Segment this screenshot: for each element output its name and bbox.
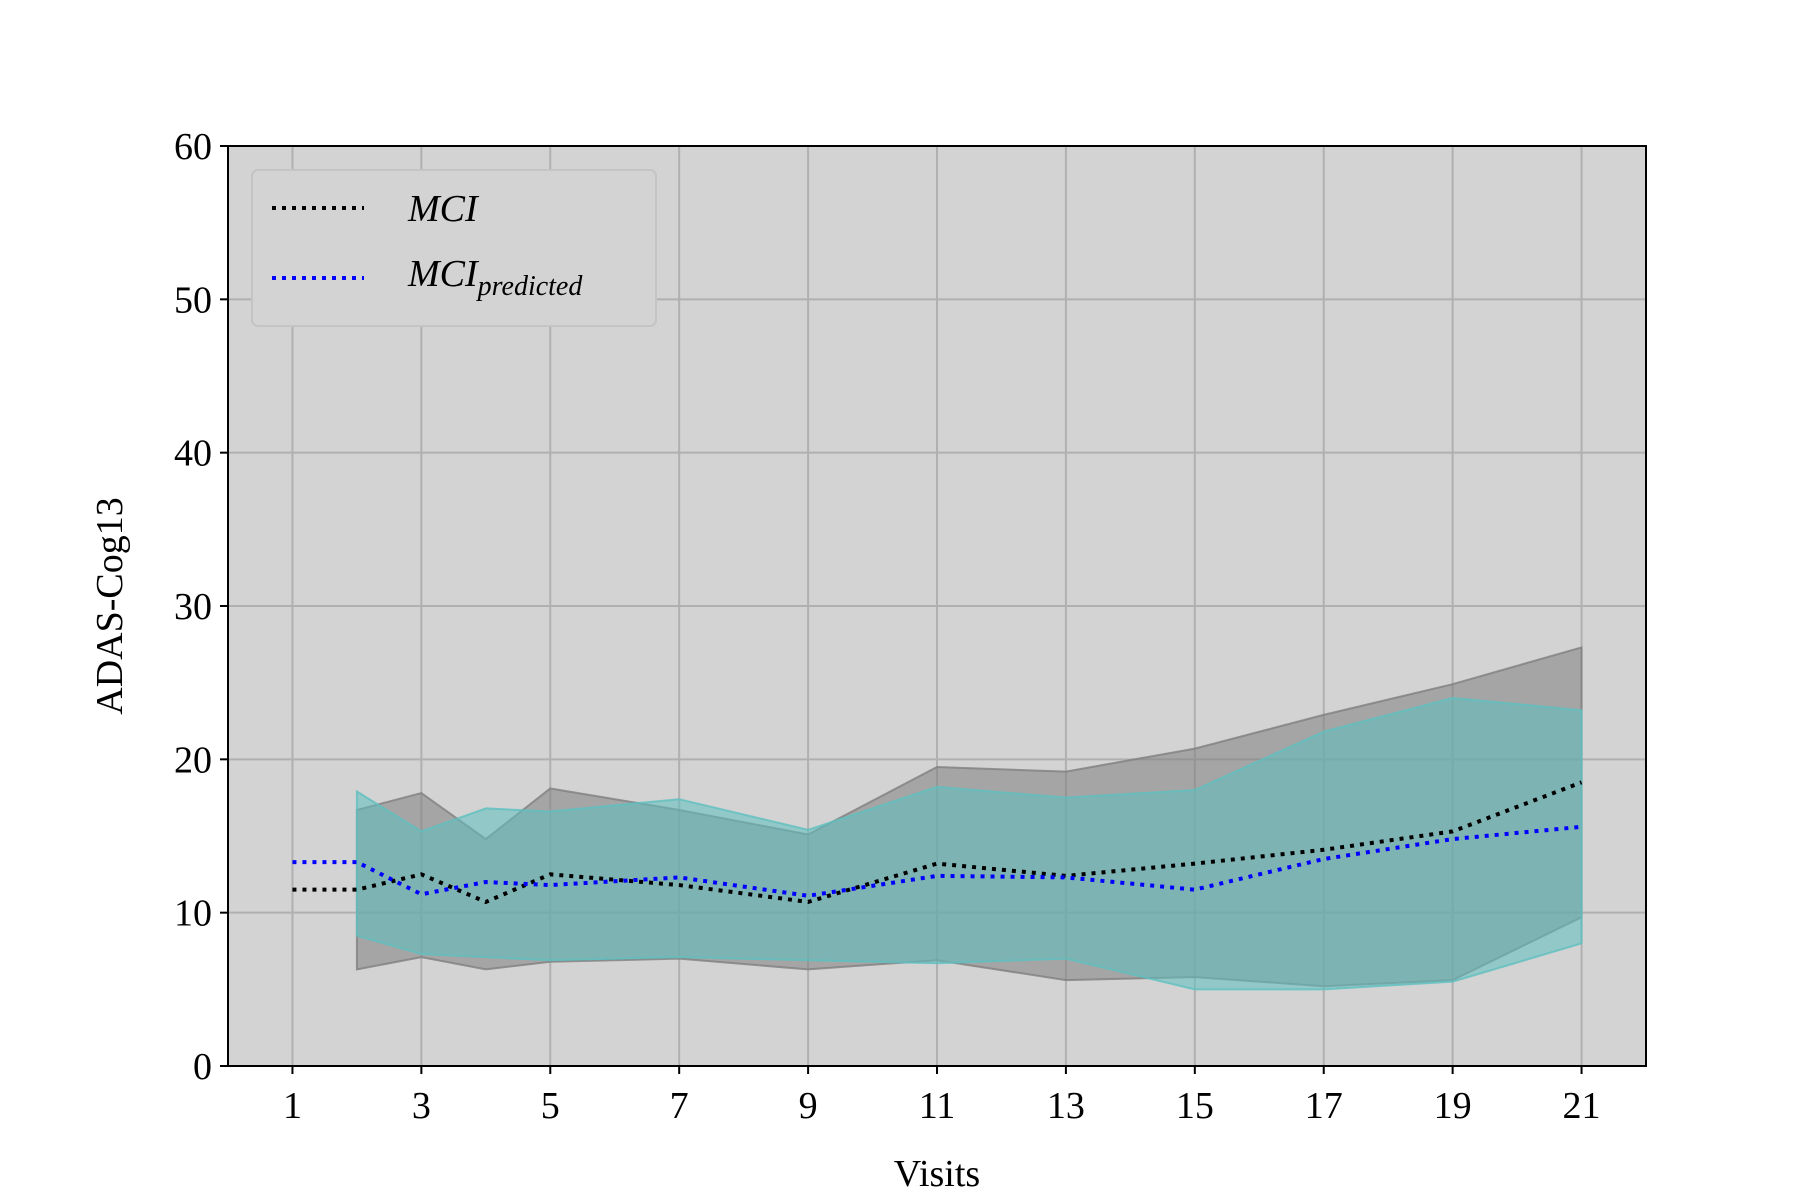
data-point-mci-predicted (934, 873, 940, 879)
data-point-mci (676, 882, 682, 888)
data-point-mci-predicted (418, 891, 424, 897)
legend-label-mci-predicted-subscript: predicted (476, 271, 584, 302)
legend-label-mci-predicted-main: MCI (407, 253, 480, 295)
data-point-mci-predicted (483, 879, 489, 885)
data-point-mci-predicted (289, 859, 295, 865)
y-tick-label: 20 (174, 739, 212, 781)
y-tick-label: 60 (174, 126, 212, 168)
x-tick-label: 15 (1176, 1085, 1214, 1127)
data-point-mci (1579, 779, 1585, 785)
x-tick-label: 3 (412, 1085, 431, 1127)
legend-label-mci: MCI (407, 188, 480, 230)
data-point-mci (1450, 828, 1456, 834)
data-point-mci (805, 899, 811, 905)
x-tick-label: 21 (1563, 1085, 1601, 1127)
legend-label-mci-predicted: MCIpredicted (407, 253, 583, 302)
data-point-mci (547, 871, 553, 877)
data-point-mci-predicted (1192, 887, 1198, 893)
series-line-mci (292, 780, 1583, 905)
data-point-mci-predicted (1063, 874, 1069, 880)
data-point-mci-predicted (1450, 836, 1456, 842)
data-point-mci-predicted (1579, 824, 1585, 830)
y-tick-label: 10 (174, 893, 212, 935)
y-tick-label: 0 (193, 1046, 212, 1088)
x-tick-label: 19 (1434, 1085, 1472, 1127)
y-tick-label: 50 (174, 279, 212, 321)
x-tick-label: 7 (670, 1085, 689, 1127)
data-point-mci (483, 899, 489, 905)
x-tick-label: 13 (1047, 1085, 1085, 1127)
x-tick-label: 17 (1305, 1085, 1343, 1127)
band-mci-predicted (355, 696, 1583, 991)
x-tick-label: 5 (541, 1085, 560, 1127)
data-point-mci (418, 871, 424, 877)
uncertainty-bands (355, 646, 1583, 991)
x-tick-label: 11 (919, 1085, 956, 1127)
y-axis-title: ADAS-Cog13 (89, 497, 131, 714)
series-lines (289, 779, 1585, 905)
y-tick-label: 30 (174, 586, 212, 628)
data-point-mci (289, 887, 295, 893)
data-point-mci (1192, 861, 1198, 867)
x-tick-label: 1 (283, 1085, 302, 1127)
data-point-mci (1321, 847, 1327, 853)
data-point-mci-predicted (354, 859, 360, 865)
legend: MCI MCIpredicted (251, 169, 657, 327)
data-point-mci-predicted (1321, 856, 1327, 862)
data-point-mci-predicted (676, 874, 682, 880)
data-point-mci (354, 887, 360, 893)
data-point-mci (934, 861, 940, 867)
data-point-mci-predicted (805, 893, 811, 899)
data-point-mci-predicted (547, 882, 553, 888)
x-tick-label: 9 (799, 1085, 818, 1127)
x-axis-title: Visits (894, 1153, 980, 1195)
y-tick-label: 40 (174, 433, 212, 475)
